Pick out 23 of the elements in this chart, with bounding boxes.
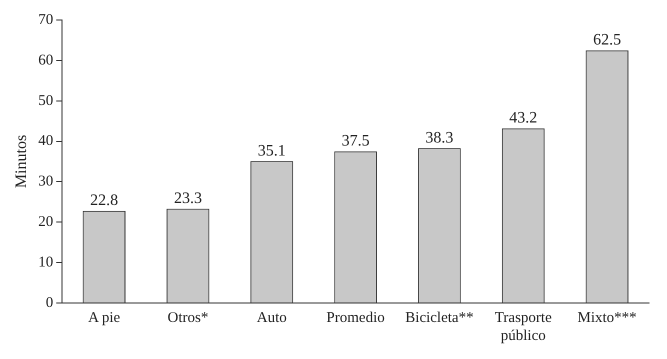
x-tick-label: Mixto*** — [577, 310, 637, 326]
x-tick-label: Promedio — [326, 310, 385, 326]
x-tick-label: Trasporte público — [494, 310, 552, 344]
x-tick-label: Otros* — [168, 310, 208, 326]
y-tick-label: 30 — [38, 174, 54, 190]
data-label: 38.3 — [425, 129, 454, 146]
x-tick-label: Bicicleta** — [405, 310, 474, 326]
x-tick-label: A pie — [88, 310, 120, 326]
y-tick-label: 60 — [38, 52, 54, 68]
y-tick-label: 50 — [38, 92, 54, 109]
data-label: 62.5 — [593, 32, 622, 49]
data-label: 43.2 — [509, 110, 538, 127]
y-axis-title: Minutos — [12, 134, 30, 188]
y-tick-label: 20 — [38, 214, 54, 230]
data-label: 37.5 — [342, 132, 370, 150]
data-label: 23.3 — [174, 190, 202, 208]
y-tick-label: 0 — [46, 294, 54, 311]
data-label: 35.1 — [258, 142, 286, 160]
y-tick-label: 10 — [38, 254, 54, 271]
data-label: 22.8 — [90, 192, 118, 210]
y-tick-label: 40 — [38, 133, 54, 150]
y-tick-label: 70 — [38, 12, 54, 28]
x-tick-label: Auto — [256, 310, 287, 326]
